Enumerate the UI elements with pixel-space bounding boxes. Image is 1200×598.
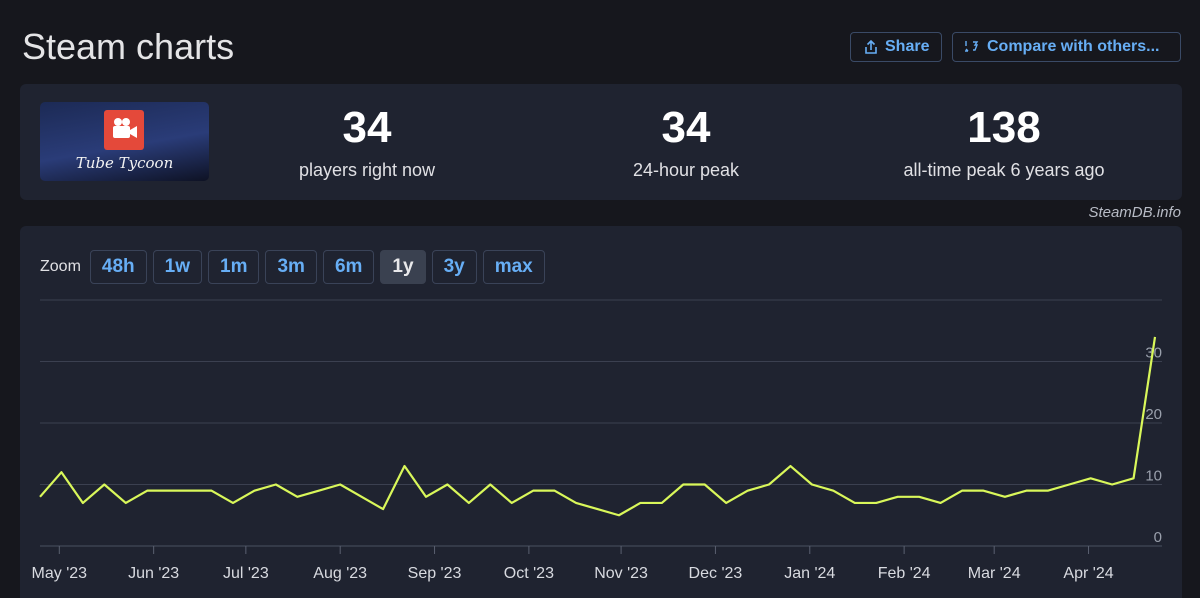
chart-panel	[20, 226, 1182, 598]
compare-icon	[965, 41, 979, 52]
x-tick-label: Jul '23	[223, 565, 269, 582]
game-card: Tube Tycoon 34 players right now 34 24-h…	[20, 84, 1182, 200]
x-tick-label: Aug '23	[313, 565, 367, 582]
stat-label: 24-hour peak	[632, 160, 740, 180]
stat: 34 players right now	[207, 102, 527, 181]
zoom-label: Zoom	[40, 258, 81, 275]
compare-button[interactable]: Compare with others...	[952, 32, 1181, 62]
zoom-button[interactable]: 1y	[380, 250, 426, 284]
x-tick-label: Sep '23	[408, 565, 462, 582]
x-tick-label: Apr '24	[1063, 565, 1113, 582]
zoom-button[interactable]: 6m	[322, 250, 375, 284]
x-tick-label: Feb '24	[878, 565, 931, 582]
game-name: Tube Tycoon	[75, 154, 174, 172]
compare-label: Compare with others...	[987, 38, 1160, 55]
stat-value: 34	[342, 103, 392, 152]
stat-label: all-time peak 6 years ago	[903, 160, 1105, 180]
page-title: Steam charts	[22, 26, 235, 67]
y-tick-label: 10	[1145, 468, 1162, 485]
credit: SteamDB.info	[1088, 204, 1181, 221]
y-tick-label: 20	[1145, 406, 1162, 423]
stat-value: 138	[967, 103, 1041, 152]
y-tick-label: 0	[1154, 529, 1162, 546]
zoom-button[interactable]: 1m	[208, 250, 260, 284]
x-tick-label: Mar '24	[968, 565, 1021, 582]
share-icon	[865, 39, 877, 54]
share-button[interactable]: Share	[850, 32, 943, 62]
stat: 138 all-time peak 6 years ago	[844, 102, 1164, 181]
x-tick-label: May '23	[32, 565, 88, 582]
x-tick-label: Nov '23	[594, 565, 648, 582]
zoom-button[interactable]: 3m	[265, 250, 317, 284]
game-icon	[104, 110, 144, 150]
game-image: Tube Tycoon	[40, 102, 209, 181]
zoom-bar: Zoom 48h 1w 1m 3m 6m 1y 3y max	[40, 250, 545, 284]
zoom-button[interactable]: 3y	[431, 250, 477, 284]
x-tick-label: Jun '23	[128, 565, 179, 582]
stat: 34 24-hour peak	[526, 102, 846, 181]
zoom-button[interactable]: 1w	[152, 250, 203, 284]
series-line	[39, 336, 1157, 517]
zoom-button[interactable]: max	[482, 250, 545, 284]
stat-label: players right now	[298, 160, 436, 180]
x-tick-label: Oct '23	[504, 565, 554, 582]
share-label: Share	[885, 38, 930, 55]
zoom-button[interactable]: 48h	[89, 250, 147, 284]
x-tick-label: Dec '23	[689, 565, 743, 582]
stat-value: 34	[661, 103, 711, 152]
x-tick-label: Jan '24	[784, 565, 835, 582]
